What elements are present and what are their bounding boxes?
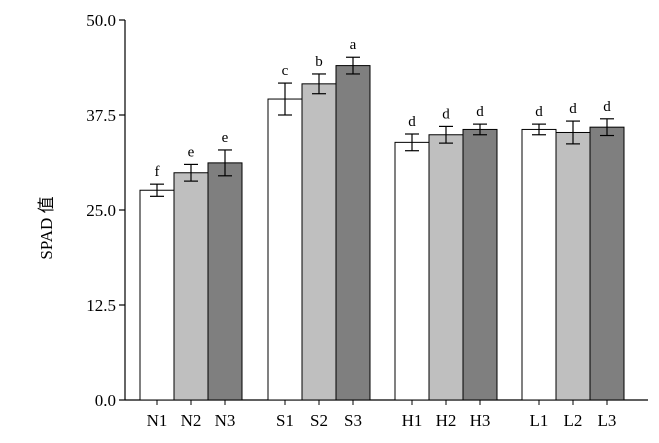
labels: f N1 e N2 e N3 c S1 b S2 a S3 d H1 d H2 d H3 d L1 d L2 d L3 (147, 37, 617, 430)
bars (139, 56, 625, 401)
category-label: S3 (344, 411, 362, 430)
significance-label: d (442, 106, 450, 122)
significance-label: d (569, 101, 577, 117)
category-label: S2 (310, 411, 328, 430)
significance-label: a (350, 37, 357, 53)
category-label: S1 (276, 411, 294, 430)
bar-n2 (173, 172, 209, 401)
significance-label: f (155, 164, 160, 180)
bar-l1 (521, 128, 557, 401)
significance-label: d (476, 104, 484, 120)
category-label: N2 (181, 411, 202, 430)
category-label: L3 (598, 411, 617, 430)
significance-label: e (188, 144, 195, 160)
bar-n3 (207, 162, 243, 401)
bar-l2 (555, 131, 591, 401)
category-label: H3 (470, 411, 491, 430)
significance-label: c (282, 63, 289, 79)
category-label: L1 (530, 411, 549, 430)
y-tick-label: 25.0 (86, 201, 116, 220)
bar-s1 (267, 98, 303, 401)
y-tick-label: 50.0 (86, 11, 116, 30)
bar-s2 (301, 83, 337, 401)
bar-h1 (394, 141, 430, 401)
significance-label: d (535, 104, 543, 120)
significance-label: b (315, 54, 323, 70)
y-tick-label: 12.5 (86, 296, 116, 315)
bar-h2 (428, 134, 464, 401)
y-tick-label: 0.0 (95, 391, 116, 410)
significance-label: d (603, 99, 611, 115)
significance-label: e (222, 130, 229, 146)
category-label: H1 (402, 411, 423, 430)
bar-l3 (589, 126, 625, 401)
category-label: L2 (564, 411, 583, 430)
y-axis-title: SPAD 值 (37, 196, 56, 259)
category-label: N3 (215, 411, 236, 430)
category-label: H2 (436, 411, 457, 430)
y-tick-label: 37.5 (86, 106, 116, 125)
bar-n1 (139, 189, 175, 401)
bar-h3 (462, 128, 498, 401)
bar-s3 (335, 65, 371, 401)
category-label: N1 (147, 411, 168, 430)
significance-label: d (408, 114, 416, 130)
